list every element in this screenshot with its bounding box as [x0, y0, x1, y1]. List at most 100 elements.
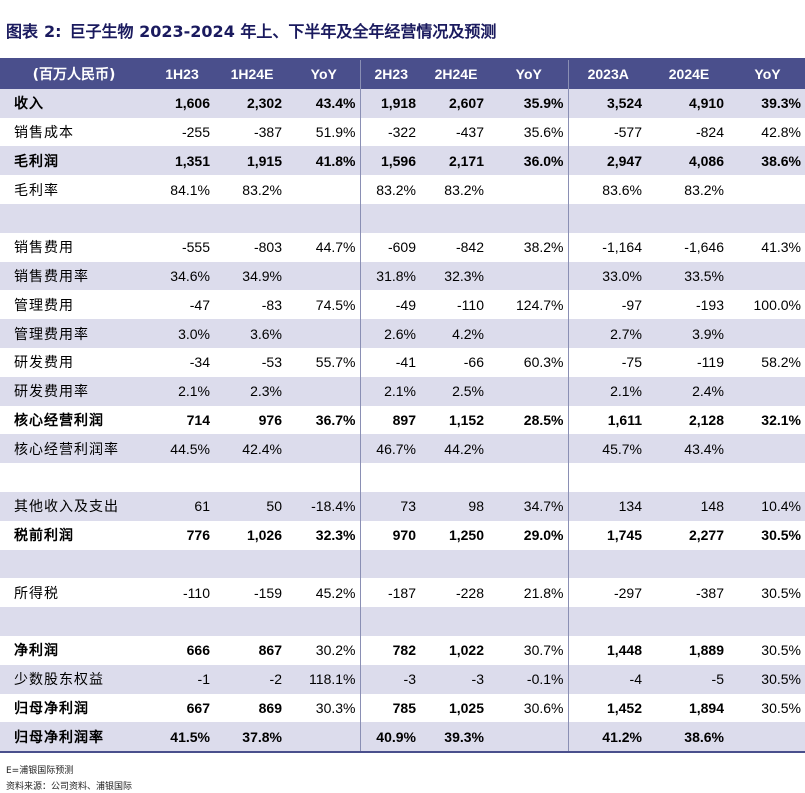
yoy-cell	[490, 376, 569, 406]
yoy-cell	[490, 463, 569, 492]
yoy-cell: -0.1%	[490, 664, 569, 694]
value-cell	[216, 203, 288, 233]
value-cell	[422, 463, 490, 492]
column-header: YoY	[490, 60, 569, 89]
value-cell: 34.6%	[148, 261, 216, 291]
yoy-cell	[730, 376, 805, 406]
column-header: 2H24E	[422, 60, 490, 89]
column-header: YoY	[730, 60, 805, 89]
value-cell: 39.3%	[422, 722, 490, 754]
value-cell	[360, 203, 422, 233]
yoy-cell: 36.7%	[288, 405, 361, 435]
table-row: 净利润 666 867 30.2% 782 1,022 30.7% 1,448 1,889 30.…	[0, 635, 805, 665]
yoy-cell: 30.5%	[761, 642, 801, 659]
estimate-note: E=浦银国际预测	[6, 766, 74, 776]
value-cell: 134	[568, 491, 648, 521]
row-label	[0, 607, 148, 636]
value-cell: -228	[455, 584, 484, 601]
value-cell	[148, 549, 216, 579]
yoy-cell	[490, 722, 569, 754]
value-cell: 43.4%	[648, 434, 730, 464]
row-label: 少数股东权益	[0, 664, 148, 694]
value-cell: 83.6%	[602, 181, 642, 198]
yoy-cell: 30.7%	[490, 635, 569, 665]
row-label: 研发费用率	[0, 376, 148, 406]
value-cell	[360, 463, 422, 492]
value-cell: 1,596	[360, 146, 422, 176]
value-cell: -187	[387, 584, 416, 601]
value-cell: 34.9%	[216, 261, 288, 291]
value-cell: 1,745	[606, 527, 642, 544]
value-cell: 40.9%	[360, 722, 422, 754]
value-cell: 42.4%	[216, 434, 288, 464]
value-cell: -34	[189, 354, 210, 371]
row-label: 毛利润	[0, 146, 148, 176]
header-unit-label: (百万人民币)	[0, 60, 148, 89]
value-cell: 83.2%	[684, 181, 724, 198]
value-cell: 1,606	[148, 88, 216, 118]
table-row: 销售成本 -255 -387 51.9% -322 -437 35.6% -577 -824 42…	[0, 117, 805, 147]
value-cell: 2,128	[688, 411, 724, 428]
table-row: 归母净利润率 41.5% 37.8% 40.9% 39.3% 41.2% 38.6%	[0, 722, 805, 754]
yoy-cell: 41.3%	[761, 239, 801, 256]
table-row: 管理费用率 3.0% 3.6% 2.6% 4.2% 2.7% 3.9%	[0, 319, 805, 348]
value-cell: -3	[360, 664, 422, 694]
value-cell	[568, 607, 648, 636]
value-cell	[360, 607, 422, 636]
table-row: 毛利率 84.1% 83.2% 83.2% 83.2% 83.6% 83.2%	[0, 175, 805, 204]
value-cell: 2,947	[568, 146, 648, 176]
value-cell: -387	[253, 123, 282, 140]
yoy-cell: 38.2%	[490, 232, 569, 262]
yoy-cell: 45.2%	[288, 578, 361, 608]
yoy-cell	[288, 175, 361, 204]
value-cell: 50	[216, 491, 288, 521]
value-cell: -53	[261, 354, 282, 371]
value-cell	[148, 463, 216, 492]
yoy-cell	[490, 607, 569, 636]
value-cell	[568, 549, 648, 579]
value-cell: -66	[463, 354, 484, 371]
yoy-cell	[490, 549, 569, 579]
table-row: 研发费用率 2.1% 2.3% 2.1% 2.5% 2.1% 2.4%	[0, 376, 805, 406]
value-cell: -119	[697, 354, 724, 371]
value-cell: 73	[360, 491, 422, 521]
yoy-cell	[490, 175, 569, 204]
value-cell: 1,918	[360, 88, 422, 118]
table-row: 销售费用 -555 -803 44.7% -609 -842 38.2% -1,164 -1,6…	[0, 232, 805, 262]
value-cell: 1,022	[448, 642, 484, 659]
value-cell: 2.1%	[148, 376, 216, 406]
row-label: 净利润	[14, 643, 59, 660]
value-cell: -609	[387, 239, 416, 256]
value-cell	[422, 203, 490, 233]
value-cell: -255	[181, 123, 210, 140]
yoy-cell: 34.7%	[490, 491, 569, 521]
value-cell: -1	[148, 664, 216, 694]
value-cell: 2.1%	[360, 376, 422, 406]
value-cell: 61	[148, 491, 216, 521]
value-cell: 98	[422, 491, 490, 521]
figure-number: 2:	[44, 22, 62, 41]
value-cell: 45.7%	[568, 434, 648, 464]
value-cell: 970	[392, 527, 416, 544]
table-row	[0, 607, 805, 636]
yoy-cell: 42.8%	[761, 123, 801, 140]
value-cell: -41	[395, 354, 416, 371]
row-label: 销售成本	[14, 124, 74, 141]
row-label: 所得税	[14, 585, 59, 602]
row-label: 归母净利润	[14, 700, 89, 717]
value-cell: 776	[186, 527, 210, 544]
value-cell: 4,910	[648, 88, 730, 118]
value-cell: 867	[258, 642, 282, 659]
yoy-cell	[490, 434, 569, 464]
financial-table: (百万人民币) 1H23 1H24E YoY 2H23 2H24E YoY 2023A 2024…	[0, 60, 805, 754]
value-cell: 1,448	[606, 642, 642, 659]
value-cell	[648, 549, 730, 579]
value-cell: 2.3%	[216, 376, 288, 406]
value-cell: 667	[186, 699, 210, 716]
value-cell: 83.2%	[444, 181, 484, 198]
value-cell: -824	[695, 123, 724, 140]
value-cell	[148, 607, 216, 636]
value-cell	[360, 549, 422, 579]
value-cell: -803	[253, 239, 282, 256]
table-row	[0, 203, 805, 233]
